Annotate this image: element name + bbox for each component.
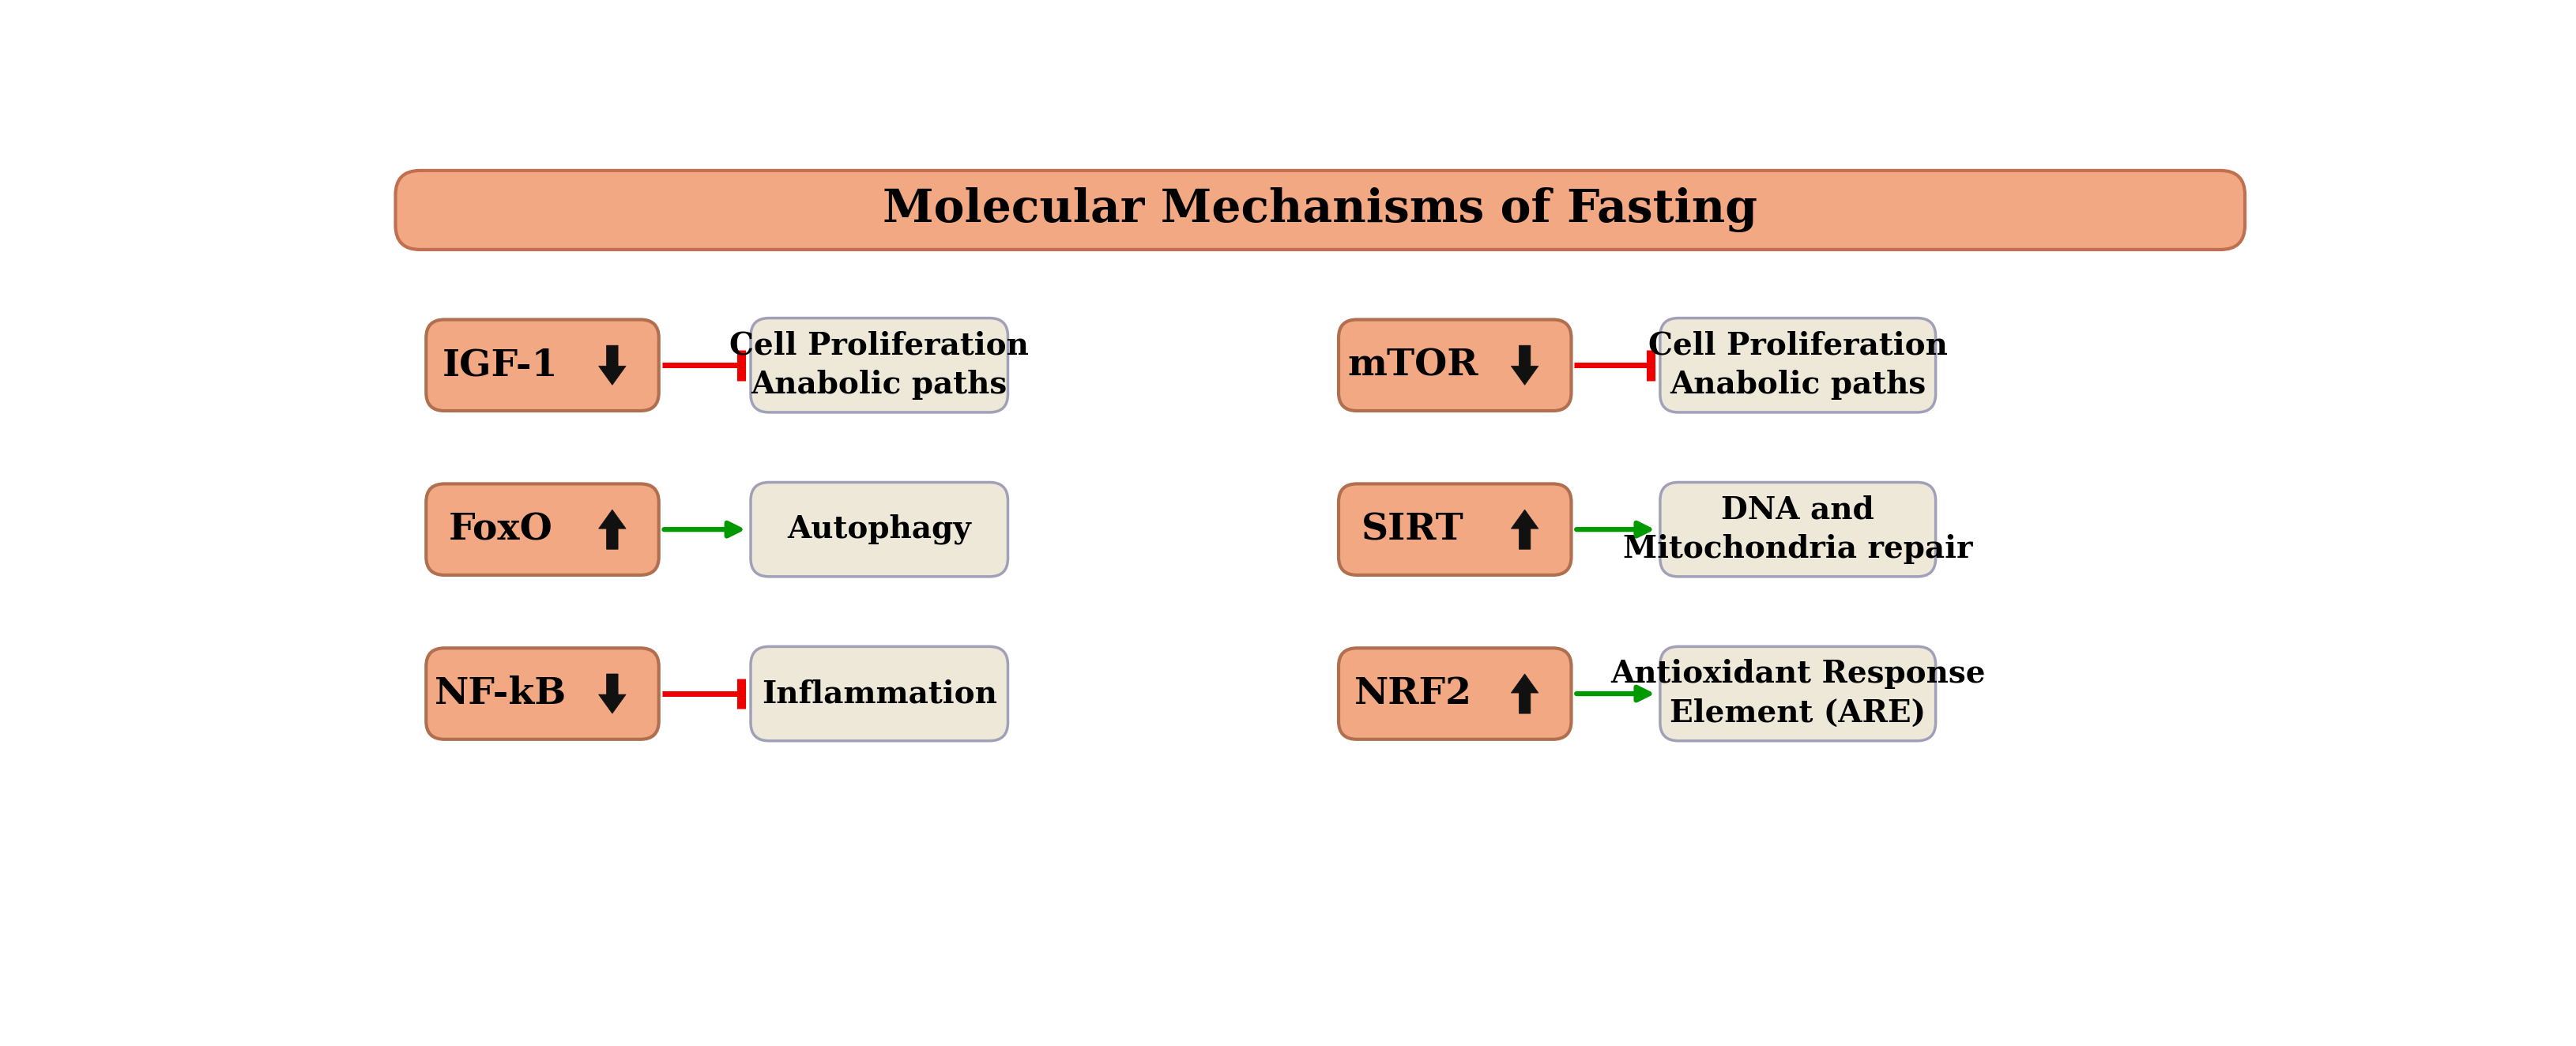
Text: NF-kB: NF-kB	[435, 676, 567, 712]
Text: Molecular Mechanisms of Fasting: Molecular Mechanisms of Fasting	[884, 187, 1757, 232]
FancyBboxPatch shape	[425, 649, 659, 740]
FancyBboxPatch shape	[1659, 646, 1935, 741]
Text: Inflammation: Inflammation	[762, 679, 997, 709]
FancyBboxPatch shape	[750, 318, 1007, 412]
Text: NRF2: NRF2	[1355, 676, 1471, 712]
Text: FoxO: FoxO	[448, 511, 554, 548]
Polygon shape	[598, 345, 626, 385]
FancyBboxPatch shape	[750, 482, 1007, 576]
Text: Antioxidant Response
Element (ARE): Antioxidant Response Element (ARE)	[1610, 659, 1986, 728]
FancyBboxPatch shape	[425, 484, 659, 575]
FancyBboxPatch shape	[425, 320, 659, 411]
FancyBboxPatch shape	[1340, 649, 1571, 740]
Text: DNA and
Mitochondria repair: DNA and Mitochondria repair	[1623, 495, 1973, 564]
FancyBboxPatch shape	[1340, 484, 1571, 575]
Text: Cell Proliferation
Anabolic paths: Cell Proliferation Anabolic paths	[729, 331, 1028, 400]
FancyBboxPatch shape	[1659, 482, 1935, 576]
FancyBboxPatch shape	[750, 646, 1007, 741]
Text: Autophagy: Autophagy	[788, 515, 971, 545]
FancyBboxPatch shape	[1340, 320, 1571, 411]
FancyBboxPatch shape	[397, 170, 2244, 250]
Polygon shape	[598, 674, 626, 713]
Text: SIRT: SIRT	[1363, 511, 1463, 548]
Polygon shape	[1512, 509, 1538, 549]
Text: Cell Proliferation
Anabolic paths: Cell Proliferation Anabolic paths	[1649, 331, 1947, 400]
Text: mTOR: mTOR	[1347, 347, 1479, 384]
Polygon shape	[1512, 345, 1538, 385]
Polygon shape	[1512, 674, 1538, 713]
Text: IGF-1: IGF-1	[443, 347, 559, 384]
FancyBboxPatch shape	[1659, 318, 1935, 412]
Polygon shape	[598, 509, 626, 549]
